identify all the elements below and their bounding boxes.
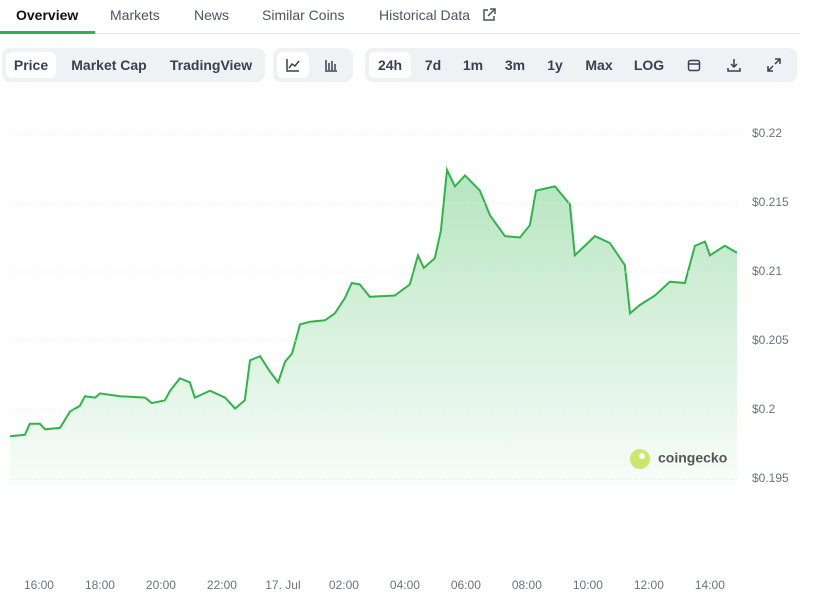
tab[interactable]: Similar Coins [262,7,345,23]
watermark: coingecko [658,450,727,466]
x-tick-label: 16:00 [24,578,54,592]
chart-type-group: Price Market Cap TradingView [2,48,265,82]
calendar-button[interactable] [679,52,709,78]
y-tick-label: $0.21 [752,264,782,278]
tab[interactable]: Overview [16,7,79,23]
button[interactable]: LOG [633,57,665,73]
line-chart-button[interactable] [277,52,309,78]
button[interactable]: 7d [424,57,442,73]
x-tick-label: 18:00 [85,578,115,592]
button[interactable]: Max [585,57,613,73]
x-tick-label: 20:00 [146,578,176,592]
x-tick-label: 14:00 [695,578,725,592]
x-tick-label: 04:00 [390,578,420,592]
button[interactable]: 1m [462,57,484,73]
watermark-logo-eye [639,453,645,459]
download-button[interactable] [719,52,749,78]
chart-style-group [273,48,353,82]
active-tab-underline [0,31,95,34]
range-group: 24h 7d 1m 3m 1y Max LOG [365,48,797,82]
x-tick-label: 10:00 [573,578,603,592]
button[interactable]: 24h [369,52,411,78]
y-tick-label: $0.22 [752,126,782,140]
tab[interactable]: News [194,7,230,23]
tab[interactable]: Markets [110,7,160,23]
x-tick-label: 22:00 [207,578,237,592]
button[interactable]: 1y [547,57,563,73]
y-tick-label: $0.2 [752,402,776,416]
x-tick-label: 12:00 [634,578,664,592]
price-area [10,169,737,485]
watermark-logo [630,449,650,469]
y-tick-label: $0.205 [752,333,789,347]
y-tick-label: $0.215 [752,195,789,209]
x-tick-label: 06:00 [451,578,481,592]
button[interactable]: Market Cap [71,57,147,73]
x-tick-label: 08:00 [512,578,542,592]
button[interactable]: Price [6,52,56,78]
button[interactable]: TradingView [169,57,253,73]
candle-chart-button[interactable] [315,52,347,78]
button[interactable]: 3m [504,57,526,73]
x-tick-label: 02:00 [329,578,359,592]
tab[interactable]: Historical Data [379,7,471,23]
tab-bar: Overview Markets News Similar Coins Hist… [0,0,800,34]
external-link-icon [483,8,496,21]
fullscreen-button[interactable] [759,52,789,78]
y-tick-label: $0.195 [752,471,789,485]
x-tick-label: 17. Jul [265,578,300,592]
